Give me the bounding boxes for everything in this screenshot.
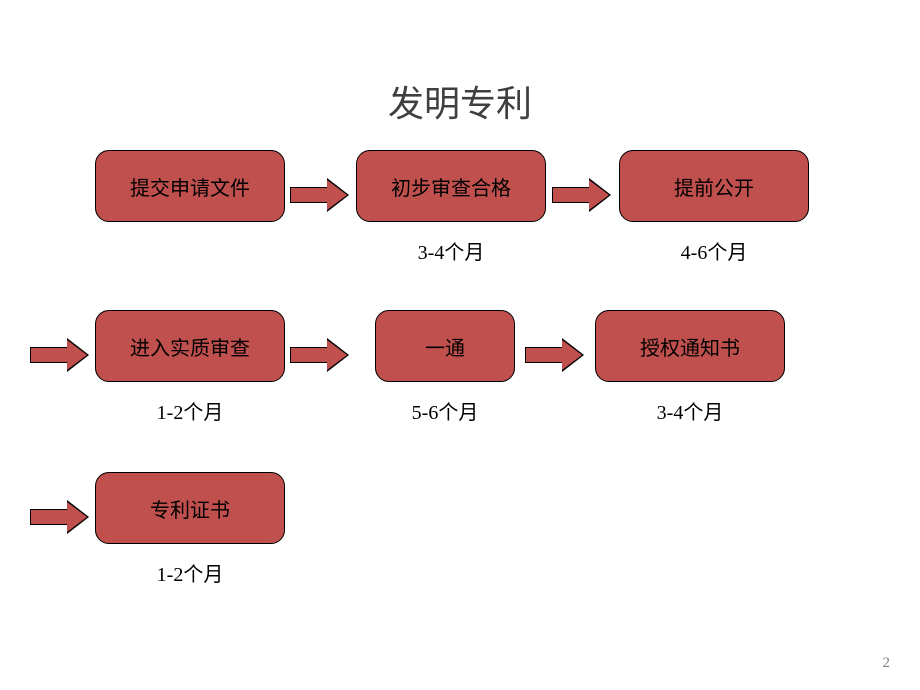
flow-arrow-a3 bbox=[30, 338, 90, 372]
flow-caption-n3: 4-6个月 bbox=[619, 236, 809, 265]
page-title: 发明专利 bbox=[0, 75, 920, 127]
flow-arrow-a4 bbox=[290, 338, 350, 372]
flow-caption-n5: 5-6个月 bbox=[375, 396, 515, 425]
flow-arrow-a1 bbox=[290, 178, 350, 212]
flow-node-n5: 一通 bbox=[375, 310, 515, 382]
flow-node-n4: 进入实质审查 bbox=[95, 310, 285, 382]
flow-caption-n7: 1-2个月 bbox=[95, 558, 285, 587]
flow-arrow-a6 bbox=[30, 500, 90, 534]
flow-caption-n6: 3-4个月 bbox=[595, 396, 785, 425]
flow-node-n2: 初步审查合格 bbox=[356, 150, 546, 222]
page-number: 2 bbox=[883, 655, 891, 672]
flow-caption-n2: 3-4个月 bbox=[356, 236, 546, 265]
flow-node-n6: 授权通知书 bbox=[595, 310, 785, 382]
flow-arrow-a5 bbox=[525, 338, 585, 372]
flow-arrow-a2 bbox=[552, 178, 612, 212]
flow-node-n3: 提前公开 bbox=[619, 150, 809, 222]
flow-caption-n4: 1-2个月 bbox=[95, 396, 285, 425]
flow-node-n7: 专利证书 bbox=[95, 472, 285, 544]
flow-node-n1: 提交申请文件 bbox=[95, 150, 285, 222]
